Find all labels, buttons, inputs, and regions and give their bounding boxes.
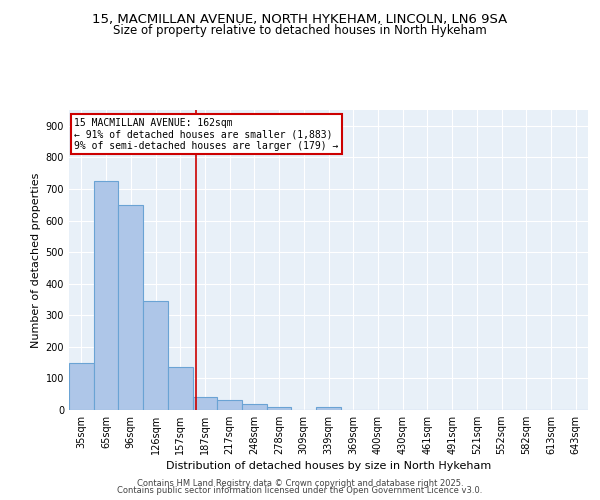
Text: 15 MACMILLAN AVENUE: 162sqm
← 91% of detached houses are smaller (1,883)
9% of s: 15 MACMILLAN AVENUE: 162sqm ← 91% of det… (74, 118, 338, 150)
Text: Contains HM Land Registry data © Crown copyright and database right 2025.: Contains HM Land Registry data © Crown c… (137, 478, 463, 488)
Bar (94, 181, 118, 410)
Bar (168, 368, 193, 410)
Text: Size of property relative to detached houses in North Hykeham: Size of property relative to detached ho… (113, 24, 487, 37)
Text: 15, MACMILLAN AVENUE, NORTH HYKEHAM, LINCOLN, LN6 9SA: 15, MACMILLAN AVENUE, NORTH HYKEHAM, LIN… (92, 12, 508, 26)
Bar (69, 362, 94, 410)
Bar (217, 400, 242, 410)
Bar (118, 204, 143, 410)
Bar (316, 407, 341, 410)
Bar (193, 396, 217, 410)
Bar (143, 301, 168, 410)
Bar (242, 404, 267, 410)
X-axis label: Distribution of detached houses by size in North Hykeham: Distribution of detached houses by size … (166, 462, 491, 471)
Bar (267, 407, 292, 410)
Text: Contains public sector information licensed under the Open Government Licence v3: Contains public sector information licen… (118, 486, 482, 495)
Y-axis label: Number of detached properties: Number of detached properties (31, 172, 41, 348)
